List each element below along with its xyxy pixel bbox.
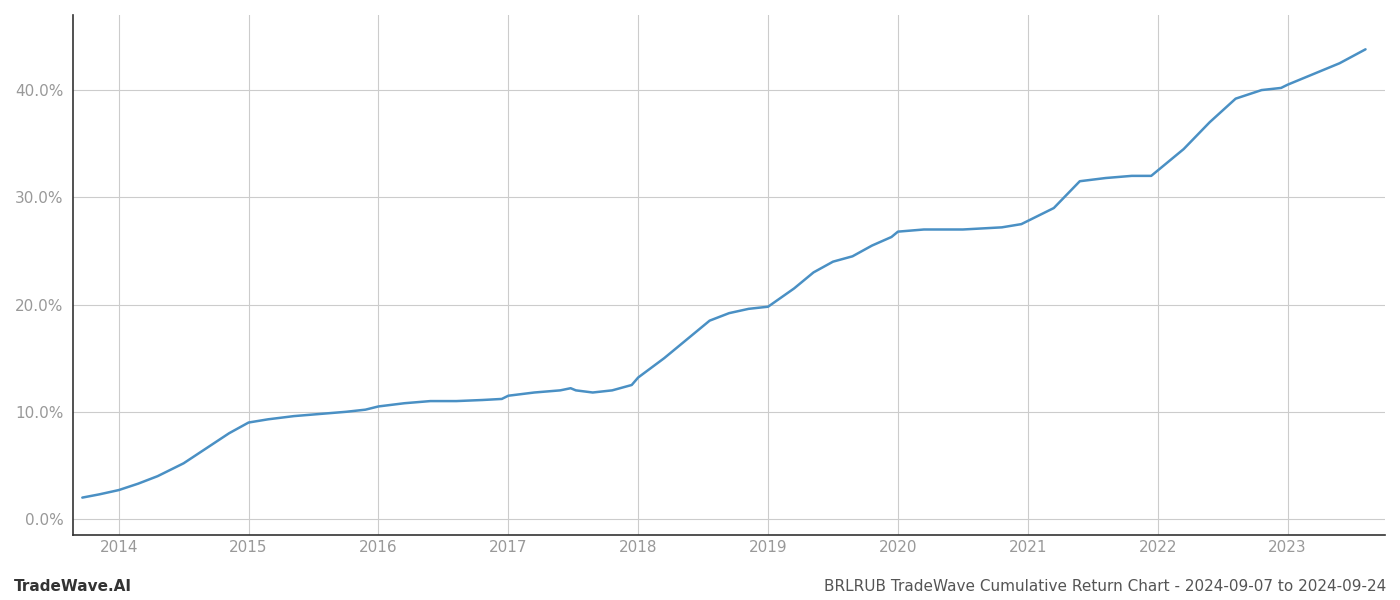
Text: TradeWave.AI: TradeWave.AI: [14, 579, 132, 594]
Text: BRLRUB TradeWave Cumulative Return Chart - 2024-09-07 to 2024-09-24: BRLRUB TradeWave Cumulative Return Chart…: [823, 579, 1386, 594]
